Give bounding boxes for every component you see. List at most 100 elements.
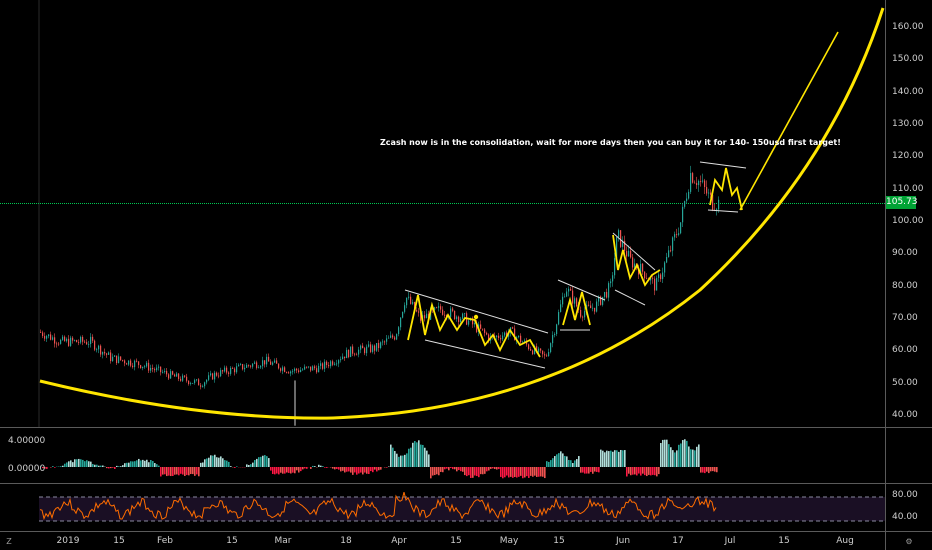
- macd-histogram-bar: [388, 466, 390, 467]
- macd-histogram-bar: [664, 439, 666, 467]
- candle-body: [610, 281, 612, 284]
- time-axis-label: 17: [672, 536, 684, 546]
- candle-body: [54, 337, 56, 344]
- macd-histogram-bar: [172, 467, 174, 477]
- macd-histogram-bar: [586, 467, 588, 474]
- macd-histogram-bar: [530, 467, 532, 476]
- candle-body: [566, 291, 568, 297]
- candle-body: [258, 367, 260, 369]
- candle-body: [118, 356, 120, 363]
- macd-histogram-bar: [228, 461, 230, 467]
- macd-histogram-bar: [366, 467, 368, 474]
- macd-histogram-bar: [92, 463, 94, 467]
- candle-body: [60, 339, 62, 344]
- macd-histogram-bar: [542, 467, 544, 477]
- macd-histogram-bar: [616, 450, 618, 467]
- macd-histogram-bar: [296, 467, 298, 471]
- macd-histogram-bar: [116, 465, 118, 467]
- wave-pattern-3: [612, 234, 661, 287]
- macd-histogram-bar: [714, 467, 716, 472]
- macd-histogram-bar: [262, 455, 264, 467]
- macd-histogram-bar: [134, 461, 136, 467]
- candle-body: [102, 351, 104, 355]
- gear-icon[interactable]: ⚙: [905, 537, 913, 546]
- candle-body: [684, 201, 686, 207]
- time-axis-label: Apr: [391, 536, 407, 546]
- candle-body: [558, 312, 560, 325]
- macd-histogram-bar: [168, 467, 170, 476]
- candle-body: [122, 360, 124, 361]
- macd-histogram-bar: [358, 467, 360, 474]
- candle-body: [484, 329, 486, 333]
- main-chart-pane[interactable]: [0, 0, 932, 427]
- macd-histogram-bar: [138, 458, 140, 467]
- candle-body: [582, 316, 584, 318]
- candle-body: [588, 304, 590, 306]
- candle-body: [696, 183, 698, 186]
- candle-body: [198, 379, 200, 386]
- macd-histogram-bar: [74, 459, 76, 467]
- price-axis-label: 130.00: [892, 119, 924, 129]
- candle-body: [560, 304, 562, 313]
- macd-histogram-bar: [486, 467, 488, 472]
- candle-body: [220, 370, 222, 377]
- macd-histogram-bar: [626, 467, 628, 477]
- channel-line-lower: [707, 209, 739, 213]
- tradingview-logo-icon[interactable]: Z: [6, 537, 12, 546]
- candle-body: [568, 288, 570, 292]
- candle-body: [416, 310, 418, 312]
- macd-histogram-bar: [424, 447, 426, 467]
- macd-histogram-bar: [462, 467, 464, 472]
- candle-body: [596, 301, 598, 312]
- macd-histogram-bar: [236, 466, 238, 467]
- macd-histogram-bar: [550, 460, 552, 467]
- candle-body: [480, 324, 482, 329]
- candle-body: [336, 363, 338, 365]
- macd-histogram-bar: [348, 467, 350, 472]
- macd-histogram-bar: [148, 462, 150, 467]
- candle-body: [710, 192, 712, 195]
- macd-histogram-bar: [332, 467, 334, 469]
- macd-histogram-bar: [570, 460, 572, 467]
- macd-histogram-bar: [196, 467, 198, 475]
- rsi-axis-label: 40.00: [892, 512, 918, 522]
- candle-body: [300, 370, 302, 373]
- candle-body: [52, 337, 54, 340]
- candle-body: [670, 250, 672, 252]
- candle-body: [148, 362, 150, 371]
- candle-body: [464, 313, 466, 315]
- candle-body: [380, 342, 382, 349]
- macd-histogram-bar: [280, 467, 282, 473]
- price-axis-label: 150.00: [892, 54, 924, 65]
- candle-body: [42, 332, 44, 337]
- candle-body: [556, 324, 558, 335]
- candle-body: [378, 343, 380, 349]
- candle-body: [646, 278, 648, 280]
- candle-body: [450, 308, 452, 317]
- candle-body: [544, 354, 546, 356]
- macd-histogram-bar: [200, 462, 202, 467]
- candle-body: [244, 367, 246, 370]
- price-axis-label: 60.00: [892, 345, 918, 356]
- candle-body: [570, 288, 572, 291]
- macd-histogram-bar: [474, 467, 476, 476]
- candle-body: [356, 354, 358, 356]
- candle-body: [338, 360, 340, 364]
- channel-line-lower: [424, 339, 546, 369]
- macd-histogram-bar: [130, 461, 132, 467]
- macd-histogram-bar: [362, 467, 364, 475]
- candle-body: [502, 335, 504, 340]
- candle-body: [288, 372, 290, 374]
- candle-body: [152, 367, 154, 370]
- candle-body: [74, 340, 76, 341]
- candle-body: [182, 375, 184, 381]
- candle-body: [662, 272, 664, 280]
- candle-body: [50, 334, 52, 340]
- macd-histogram-bar: [644, 467, 646, 476]
- macd-histogram-bar: [346, 467, 348, 472]
- macd-histogram-bar: [132, 461, 134, 467]
- candle-body: [350, 346, 352, 358]
- candle-body: [486, 332, 488, 335]
- macd-histogram-bar: [298, 467, 300, 473]
